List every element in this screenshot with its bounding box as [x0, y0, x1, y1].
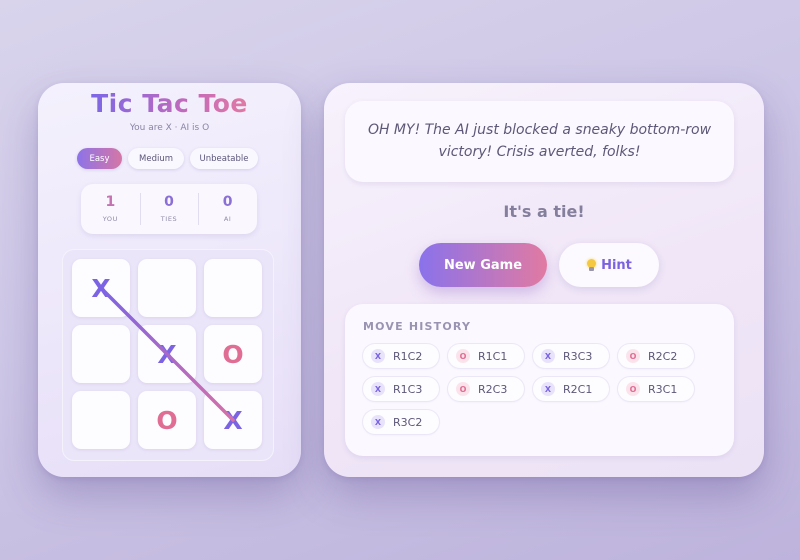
board-cell-r3c2[interactable]: O [138, 391, 196, 449]
move-chip-cell: R1C1 [478, 349, 508, 363]
move-history-title: MOVE HISTORY [363, 320, 472, 333]
game-status: It's a tie! [503, 202, 585, 221]
score-ties: 0 TIES [139, 184, 199, 234]
new-game-button[interactable]: New Game [419, 243, 547, 287]
lightbulb-icon [586, 258, 597, 272]
x-marker-icon: X [371, 382, 385, 396]
o-marker-icon: O [456, 349, 470, 363]
hint-button[interactable]: Hint [559, 243, 659, 287]
game-panel: Tic Tac Toe You are X · AI is O Easy Med… [38, 83, 301, 477]
game-board: X X O O X [62, 249, 274, 461]
game-title: Tic Tac Toe [91, 89, 248, 118]
move-chip-cell: R2C1 [563, 382, 593, 396]
move-chip: X R1C2 [363, 344, 439, 368]
move-chip: X R3C3 [533, 344, 609, 368]
x-marker-icon: X [371, 349, 385, 363]
board-cell-r2c2[interactable]: X [138, 325, 196, 383]
x-marker-icon: X [371, 415, 385, 429]
move-chip: O R1C1 [448, 344, 524, 368]
commentary-message: OH MY! The AI just blocked a sneaky bott… [345, 101, 734, 182]
o-marker-icon: O [626, 382, 640, 396]
score-ai: 0 AI [198, 184, 257, 234]
x-marker-icon: X [541, 349, 555, 363]
move-chip-cell: R2C2 [648, 349, 678, 363]
move-chip: O R2C3 [448, 377, 524, 401]
score-ai-label: AI [223, 215, 232, 223]
score-you: 1 YOU [81, 184, 140, 234]
move-chip: O R2C2 [618, 344, 694, 368]
move-history-list: X R1C2 O R1C1 X R3C3 O R2C2 X R1C3 O R2C3 X R2C1 O R3C1… [363, 344, 716, 434]
o-marker-icon: O [626, 349, 640, 363]
action-buttons: New Game Hint [419, 243, 659, 287]
move-chip: O R3C1 [618, 377, 694, 401]
difficulty-easy-button[interactable]: Easy [77, 148, 122, 169]
board-cell-r2c1[interactable] [72, 325, 130, 383]
difficulty-medium-button[interactable]: Medium [128, 148, 184, 169]
move-chip-cell: R3C2 [393, 415, 423, 429]
board-cell-r3c3[interactable]: X [204, 391, 262, 449]
hint-button-label: Hint [601, 257, 632, 273]
move-chip: X R3C2 [363, 410, 439, 434]
move-chip-cell: R3C1 [648, 382, 678, 396]
move-chip-cell: R3C3 [563, 349, 593, 363]
o-marker-icon: O [456, 382, 470, 396]
scoreboard: 1 YOU 0 TIES 0 AI [81, 184, 257, 234]
move-chip-cell: R1C2 [393, 349, 423, 363]
score-ai-value: 0 [222, 194, 233, 210]
board-grid: X X O O X [72, 259, 264, 449]
info-panel: OH MY! The AI just blocked a sneaky bott… [324, 83, 764, 477]
board-cell-r1c1[interactable]: X [72, 259, 130, 317]
x-marker-icon: X [541, 382, 555, 396]
move-chip-cell: R2C3 [478, 382, 508, 396]
move-history: MOVE HISTORY X R1C2 O R1C1 X R3C3 O R2C2 X R1C3 O R… [345, 304, 734, 456]
move-chip: X R2C1 [533, 377, 609, 401]
game-subtitle: You are X · AI is O [129, 123, 210, 133]
board-cell-r1c2[interactable] [138, 259, 196, 317]
move-chip-cell: R1C3 [393, 382, 423, 396]
score-you-value: 1 [105, 194, 116, 210]
score-you-label: YOU [102, 215, 118, 223]
difficulty-selector: Easy Medium Unbeatable [77, 148, 258, 169]
difficulty-unbeatable-button[interactable]: Unbeatable [190, 148, 258, 169]
board-cell-r3c1[interactable] [72, 391, 130, 449]
board-cell-r1c3[interactable] [204, 259, 262, 317]
move-chip: X R1C3 [363, 377, 439, 401]
board-cell-r2c3[interactable]: O [204, 325, 262, 383]
score-ties-label: TIES [160, 215, 178, 223]
score-ties-value: 0 [164, 194, 174, 210]
